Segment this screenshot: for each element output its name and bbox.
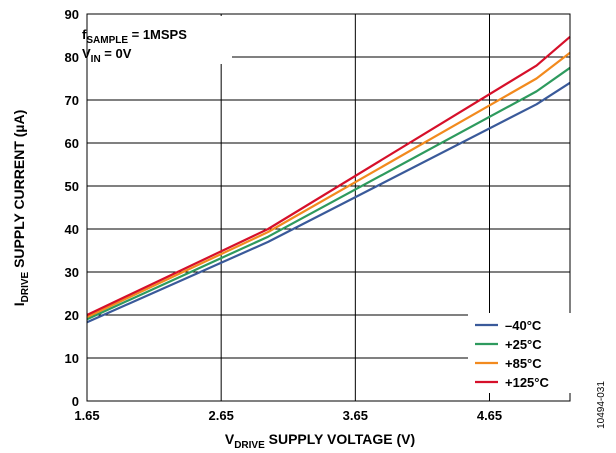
y-tick-label: 0 (72, 394, 79, 409)
x-axis-label-rest: SUPPLY VOLTAGE (V) (265, 431, 415, 447)
legend-background (468, 313, 571, 393)
y-axis-label-main: I (11, 302, 27, 306)
figure-id: 10494-031 (596, 381, 607, 429)
y-tick-label: 90 (65, 7, 79, 22)
y-tick-label: 30 (65, 265, 79, 280)
annotation: fSAMPLE = 1MSPS VIN = 0V (80, 16, 232, 65)
grid (87, 14, 570, 401)
legend: –40°C +25°C +85°C +125°C (468, 313, 571, 393)
y-axis-label-subscript: DRIVE (20, 271, 31, 302)
legend-label: +85°C (505, 356, 542, 371)
series-line-2 (86, 51, 571, 319)
x-tick-label: 4.65 (477, 408, 502, 423)
annotation-f-subscript: SAMPLE (86, 35, 128, 46)
x-axis-label: VDRIVE SUPPLY VOLTAGE (V) (225, 431, 415, 451)
x-axis-label-main: V (225, 431, 235, 447)
legend-label: –40°C (505, 318, 542, 333)
annotation-background (80, 16, 232, 64)
annotation-v-value: = 0V (101, 46, 132, 61)
annotation-v-subscript: IN (91, 54, 101, 65)
legend-label: +25°C (505, 337, 542, 352)
plot-frame (86, 13, 571, 402)
series-line-0 (86, 81, 571, 324)
series (86, 35, 571, 324)
y-tick-label: 20 (65, 308, 79, 323)
y-axis-label: IDRIVE SUPPLY CURRENT (µA) (11, 110, 31, 307)
y-tick-label: 70 (65, 93, 79, 108)
x-tick-label: 3.65 (343, 408, 368, 423)
annotation-f-value: = 1MSPS (128, 27, 187, 42)
annotation-line1: fSAMPLE = 1MSPS (82, 27, 187, 46)
y-tick-label: 80 (65, 50, 79, 65)
x-tick-label: 1.65 (74, 408, 99, 423)
y-tick-label: 50 (65, 179, 79, 194)
y-axis-label-rest: SUPPLY CURRENT (µA) (11, 110, 27, 272)
series-line-1 (86, 66, 571, 321)
y-tick-label: 10 (65, 351, 79, 366)
y-tick-label: 40 (65, 222, 79, 237)
y-tick-label: 60 (65, 136, 79, 151)
x-axis-label-subscript: DRIVE (234, 440, 265, 451)
tick-labels: 0 10 20 30 40 50 60 70 80 90 1.65 2.65 3.65 4.65 (65, 7, 503, 423)
series-line-3 (86, 35, 571, 316)
legend-label: +125°C (505, 375, 549, 390)
annotation-f: f (82, 27, 87, 42)
x-tick-label: 2.65 (209, 408, 234, 423)
